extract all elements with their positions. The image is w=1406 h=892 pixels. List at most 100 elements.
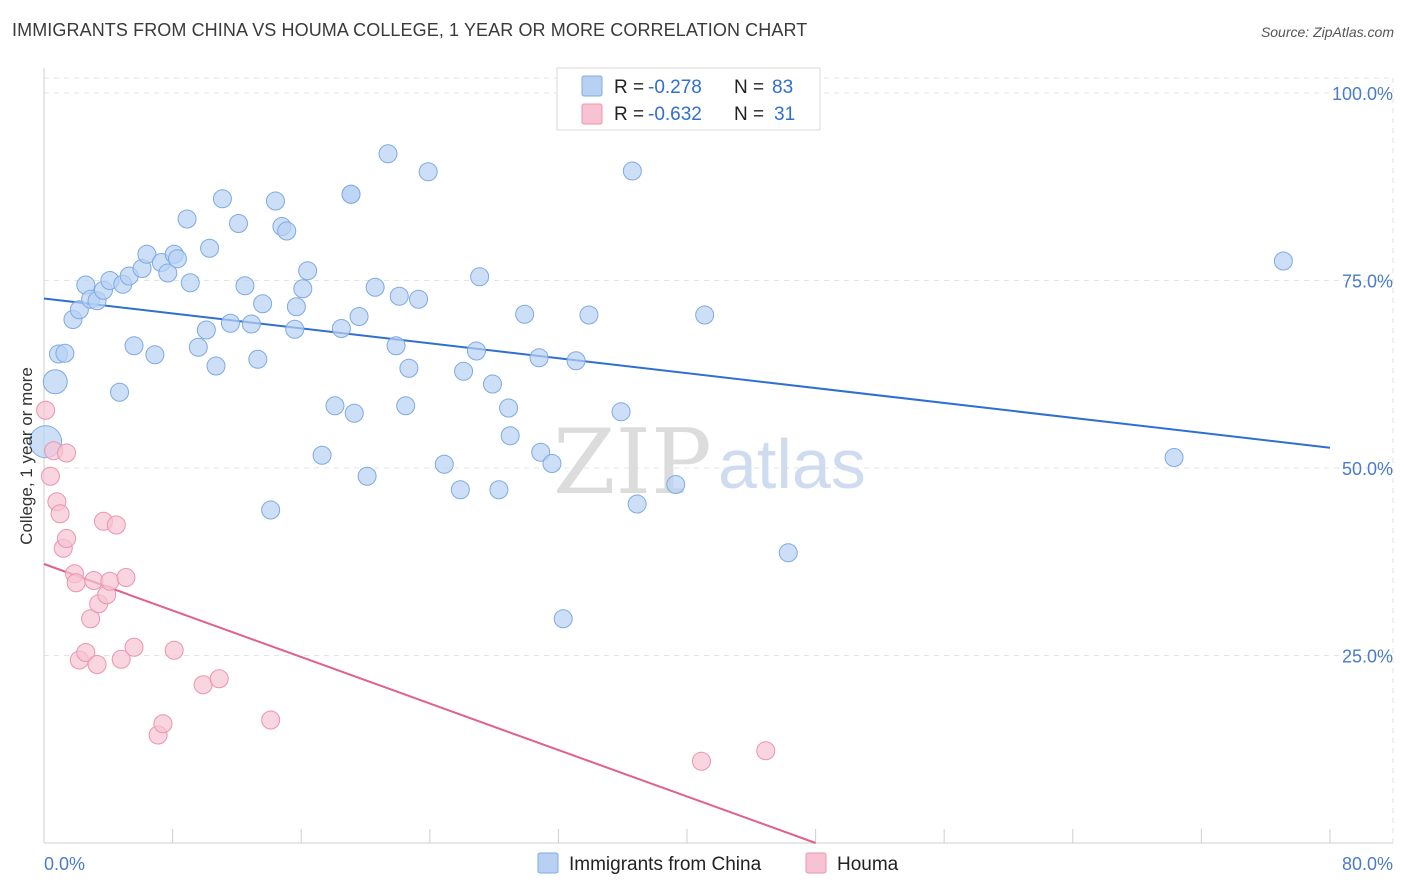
trend-lines <box>43 297 1331 844</box>
point-china-59 <box>454 361 474 381</box>
watermark: ZIP atlas <box>553 410 866 515</box>
point-china-16 <box>145 345 165 365</box>
grid-lines <box>44 77 1394 843</box>
legend-n-value-china: 83 <box>772 77 793 98</box>
point-china-21 <box>177 209 197 229</box>
point-houma-27 <box>209 669 229 689</box>
point-houma-25 <box>164 640 184 660</box>
point-china-60 <box>466 341 486 361</box>
point-china-46 <box>344 403 364 423</box>
point-china-50 <box>378 144 398 164</box>
point-china-42 <box>312 445 332 465</box>
point-china-69 <box>542 454 562 473</box>
point-houma-19 <box>106 515 126 535</box>
point-china-55 <box>409 289 429 309</box>
point-china-77 <box>695 305 715 325</box>
legend-r-label-china: R = <box>614 77 644 98</box>
x-tick-label-max: 80.0% <box>1342 854 1393 874</box>
point-china-71 <box>566 351 586 371</box>
y-tick-label-2: 75.0% <box>1342 272 1393 292</box>
point-china-78 <box>778 543 798 563</box>
y-tick-label-1: 50.0% <box>1342 459 1393 479</box>
y-axis-label: College, 1 year or more <box>17 367 36 545</box>
point-china-66 <box>515 304 535 324</box>
point-china-34 <box>261 500 281 520</box>
point-china-23 <box>188 337 208 357</box>
point-china-67 <box>529 348 549 368</box>
point-china-3 <box>55 343 75 363</box>
point-china-64 <box>499 398 519 418</box>
bottom-legend-label-china: Immigrants from China <box>569 854 762 875</box>
point-houma-21 <box>116 568 136 587</box>
point-china-41 <box>298 261 318 281</box>
point-china-35 <box>265 191 285 211</box>
bottom-legend-label-houma: Houma <box>837 854 899 875</box>
point-china-58 <box>450 480 470 500</box>
point-china-22 <box>180 273 200 293</box>
legend-swatch-china <box>581 75 603 97</box>
point-china-65 <box>500 426 520 446</box>
point-china-48 <box>357 466 377 486</box>
point-houma-26 <box>193 675 213 695</box>
point-houma-20 <box>111 649 131 669</box>
legend-r-value-houma: -0.632 <box>648 104 702 125</box>
point-houma-18 <box>100 571 120 591</box>
point-china-33 <box>253 294 273 314</box>
point-china-43 <box>325 396 345 416</box>
point-houma-1 <box>40 466 60 486</box>
point-china-61 <box>470 267 490 287</box>
x-tick-label-min: 0.0% <box>44 854 85 874</box>
point-china-82 <box>341 184 361 204</box>
point-china-53 <box>396 396 416 416</box>
legend-r-value-china: -0.278 <box>648 77 702 98</box>
point-china-75 <box>627 494 647 514</box>
point-houma-13 <box>84 571 104 590</box>
legend-n-label-houma: N = <box>734 104 764 125</box>
bottom-legend: Immigrants from China Houma <box>537 852 899 875</box>
bottom-legend-swatch-houma <box>805 852 827 874</box>
point-houma-22 <box>124 637 144 657</box>
point-china-27 <box>212 189 232 209</box>
point-china-68 <box>531 442 551 462</box>
point-china-52 <box>389 286 409 306</box>
point-china-44 <box>331 319 351 338</box>
point-china-29 <box>229 214 249 233</box>
point-houma-9 <box>66 573 86 593</box>
point-china-40 <box>293 279 313 299</box>
point-china-24 <box>196 320 216 340</box>
point-china-18 <box>158 263 178 283</box>
trend-line-houma <box>43 563 816 844</box>
point-china-76 <box>666 475 686 494</box>
point-houma-24 <box>153 714 173 734</box>
point-china-28 <box>220 313 240 333</box>
point-china-1 <box>42 369 68 395</box>
point-china-54 <box>399 358 419 378</box>
point-houma-12 <box>81 609 101 629</box>
point-china-49 <box>365 277 385 297</box>
legend-swatch-houma <box>581 103 603 125</box>
y-tick-labels: 25.0% 50.0% 75.0% 100.0% <box>1332 84 1393 667</box>
point-china-51 <box>386 336 406 356</box>
point-china-32 <box>248 349 268 369</box>
point-china-57 <box>434 454 454 474</box>
point-china-62 <box>482 374 502 394</box>
source-label: Source: ZipAtlas.com <box>1260 24 1394 40</box>
point-china-56 <box>418 162 438 182</box>
point-houma-29 <box>691 751 711 771</box>
point-china-80 <box>1273 251 1293 271</box>
point-houma-0 <box>36 400 56 420</box>
point-houma-28 <box>261 710 281 730</box>
point-china-15 <box>137 244 157 264</box>
point-china-39 <box>286 297 306 317</box>
point-china-37 <box>277 221 297 241</box>
point-houma-7 <box>57 443 77 463</box>
legend: R = -0.278 N = 83 R = -0.632 N = 31 <box>556 67 821 131</box>
data-points <box>29 144 1293 771</box>
legend-n-value-houma: 31 <box>774 104 795 125</box>
point-china-72 <box>579 305 599 325</box>
watermark-atlas: atlas <box>718 425 866 503</box>
point-houma-14 <box>87 655 107 674</box>
point-china-81 <box>110 382 130 402</box>
bottom-legend-swatch-china <box>537 852 559 874</box>
